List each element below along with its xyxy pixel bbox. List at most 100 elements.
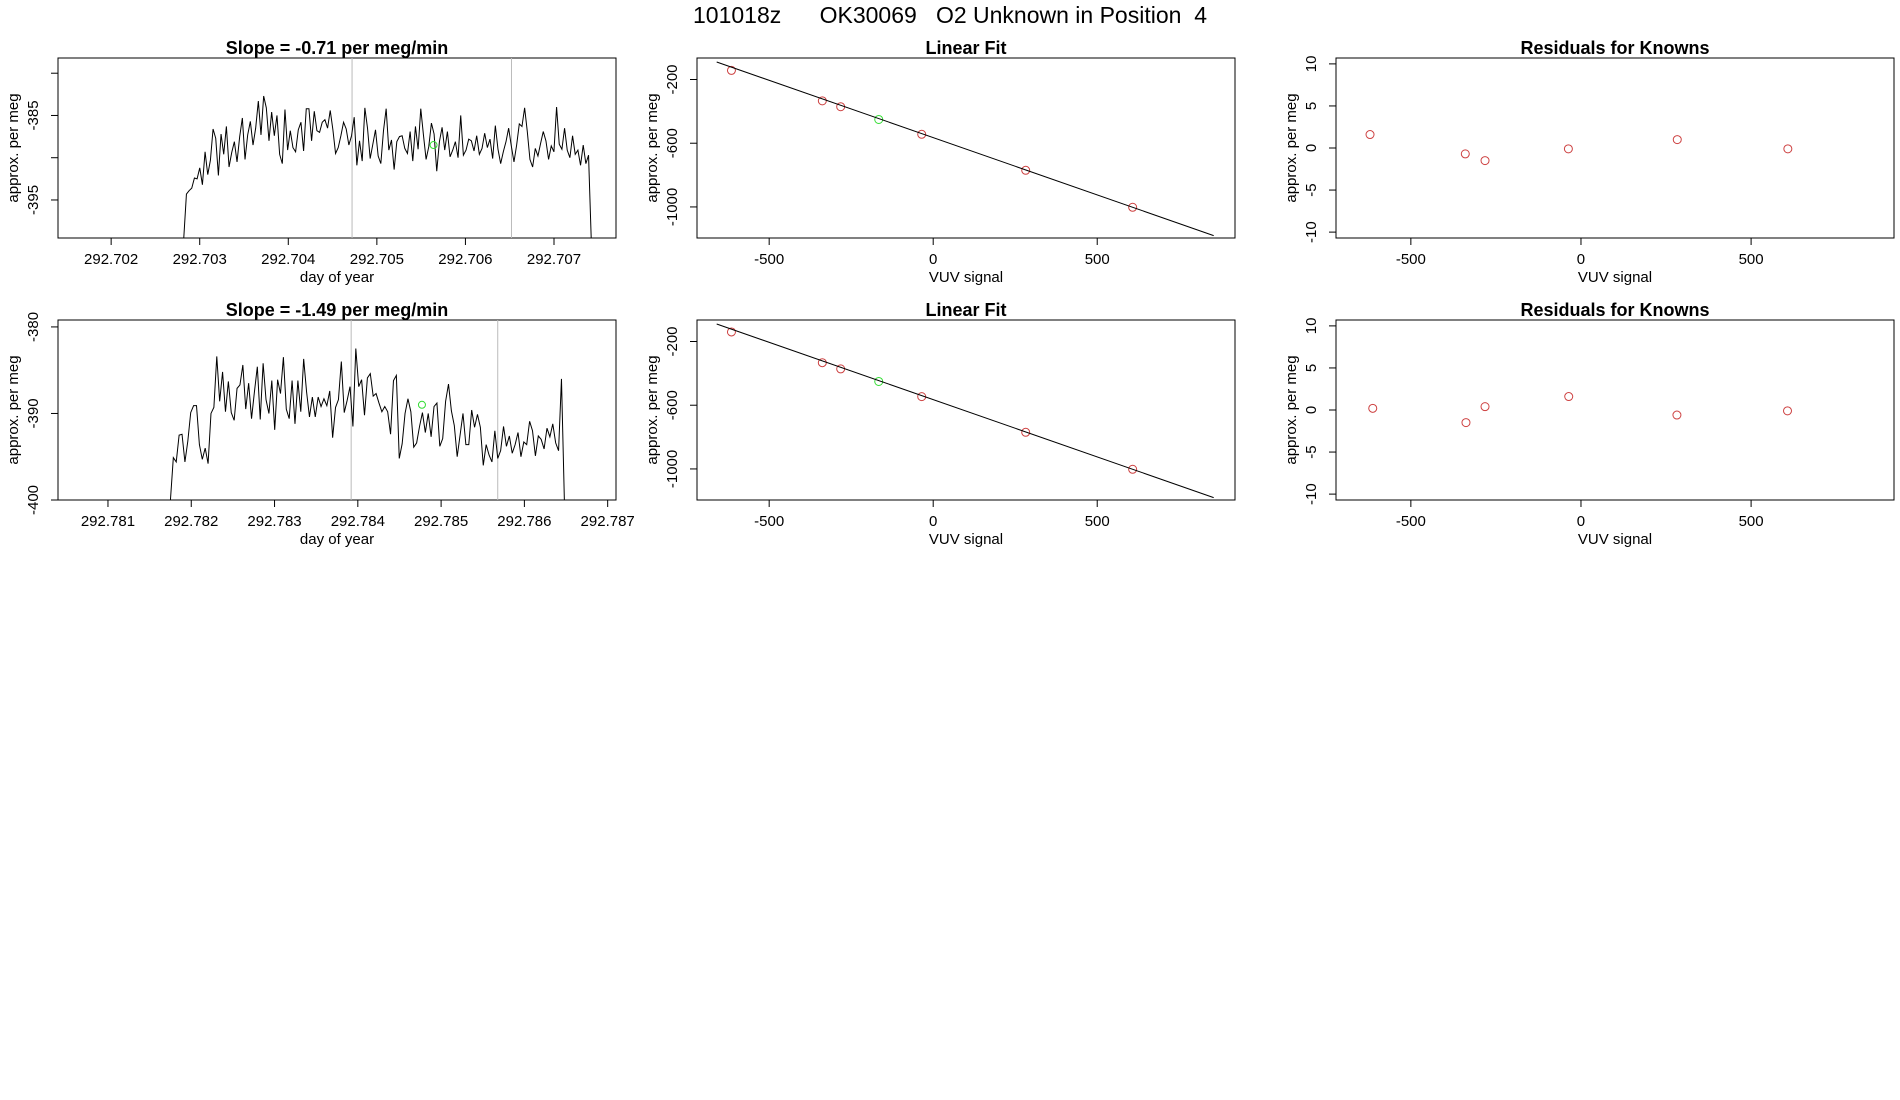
x-tick-label: 292.781 [81,513,135,530]
fit-line [716,61,1214,237]
plot-frame [1335,57,1895,239]
chart-title: Residuals for Knowns [1520,300,1709,320]
x-tick-label: 500 [1085,251,1110,268]
plot-area [183,58,592,238]
y-axis-label: approx. per meg [5,355,22,464]
chart-title: Slope = -1.49 per meg/min [226,300,449,320]
known-point [1460,149,1470,159]
known-point [1783,144,1793,154]
plot-frame [696,57,1236,239]
known-point [1783,406,1793,416]
known-point [1021,427,1031,437]
x-axis-label: day of year [300,269,374,286]
x-tick-label: 0 [929,251,937,268]
y-tick-label: -600 [664,128,681,158]
x-tick-label: 292.707 [527,251,581,268]
x-tick-label: 292.784 [331,513,385,530]
chart-title: Linear Fit [925,38,1006,58]
plot-frame [1335,319,1895,501]
y-axis-label: approx. per meg [5,93,22,202]
x-tick-label: 292.786 [497,513,551,530]
y-tick-label: -600 [664,390,681,420]
x-tick-label: 292.782 [164,513,218,530]
plot-frame [57,57,617,239]
x-tick-label: -500 [754,251,784,268]
plot-frame [696,319,1236,501]
y-tick-label: 10 [1303,56,1320,73]
linear-fit-panel-1: Linear Fit -500 0 500 VUV signal -1000 -600 -20… [644,38,1236,286]
y-axis-label: approx. per meg [1283,355,1300,464]
y-axis-label: approx. per meg [1283,93,1300,202]
y-tick-label: -1000 [664,188,681,226]
known-point [1368,403,1378,413]
plot-area [726,65,1138,212]
known-point [1480,156,1490,166]
known-point [1365,130,1375,140]
known-point [1128,202,1138,212]
known-point [726,65,736,75]
x-tick-label: 500 [1739,251,1764,268]
y-tick-label: 0 [1303,144,1320,152]
fit-line [716,323,1214,499]
plot-area [726,327,1138,474]
x-tick-label: -500 [1396,513,1426,530]
x-tick-label: -500 [754,513,784,530]
chart-title: Slope = -0.71 per meg/min [226,38,449,58]
known-point [1461,418,1471,428]
y-tick-label: -5 [1303,445,1320,458]
x-tick-label: 292.705 [350,251,404,268]
y-tick-label: 10 [1303,318,1320,335]
x-tick-label: 292.702 [84,251,138,268]
unknown-point [417,400,426,409]
plot-area [169,320,565,500]
chart-title: Linear Fit [925,300,1006,320]
y-tick-label: 0 [1303,406,1320,414]
x-axis-label: VUV signal [929,531,1003,548]
x-axis-label: day of year [300,531,374,548]
x-tick-label: -500 [1396,251,1426,268]
x-tick-label: 0 [929,513,937,530]
x-tick-label: 0 [1577,513,1585,530]
y-tick-label: -390 [25,398,42,428]
x-axis-label: VUV signal [1578,269,1652,286]
y-tick-label: -395 [25,185,42,215]
linear-fit-panel-2: Linear Fit -500 0 500 VUV signal -1000 -600 -20… [644,300,1236,548]
known-point [1672,410,1682,420]
x-tick-label: 292.704 [261,251,315,268]
y-axis-label: approx. per meg [644,355,661,464]
known-point [1563,144,1573,154]
residuals-panel-2: Residuals for Knowns -500 0 500 VUV signal -1… [1283,300,1895,548]
series-line [169,348,565,500]
x-axis-label: VUV signal [929,269,1003,286]
y-tick-label: -200 [664,326,681,356]
known-point [1128,464,1138,474]
y-tick-label: -200 [664,64,681,94]
x-axis-label: VUV signal [1578,531,1652,548]
slope-panel-1: Slope = -0.71 per meg/min 292.702 292.703 2… [5,38,617,286]
x-tick-label: 292.787 [581,513,635,530]
y-tick-label: -400 [25,485,42,515]
y-tick-label: -380 [25,312,42,342]
series-line [183,95,592,238]
y-axis-label: approx. per meg [644,93,661,202]
plot-area [1365,130,1793,166]
unknown-point [429,141,438,150]
known-point [1480,402,1490,412]
known-point [1672,135,1682,145]
y-tick-label: -1000 [664,450,681,488]
y-tick-label: -5 [1303,183,1320,196]
known-point [817,96,827,106]
y-tick-label: 5 [1303,102,1320,110]
x-tick-label: 292.703 [173,251,227,268]
y-tick-label: 5 [1303,364,1320,372]
known-point [1564,392,1574,402]
known-point [1021,165,1031,175]
y-tick-label: -10 [1303,221,1320,243]
chart-title: Residuals for Knowns [1520,38,1709,58]
y-tick-label: -10 [1303,483,1320,505]
residuals-panel-1: Residuals for Knowns -500 0 500 VUV signal -1… [1283,38,1895,286]
plot-area [1368,392,1793,428]
page-title: 101018z OK30069 O2 Unknown in Position 4 [693,2,1207,28]
x-tick-label: 292.783 [247,513,301,530]
